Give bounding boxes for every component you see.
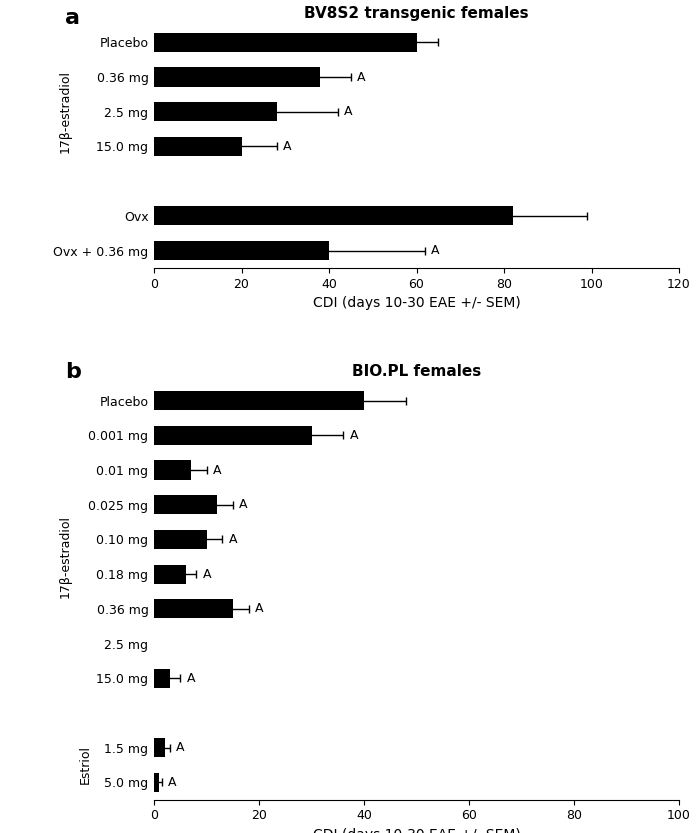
Bar (154, 495, 217, 514)
Bar (154, 207, 512, 226)
Text: A: A (340, 105, 352, 118)
Text: A: A (346, 429, 358, 441)
Bar (154, 738, 164, 757)
Text: Estriol: Estriol (79, 746, 92, 785)
Bar (154, 565, 186, 584)
X-axis label: CDI (days 10-30 EAE +/- SEM): CDI (days 10-30 EAE +/- SEM) (313, 828, 520, 833)
Bar (154, 67, 321, 87)
Text: A: A (164, 776, 177, 789)
Text: A: A (428, 244, 440, 257)
Text: A: A (172, 741, 185, 754)
Text: 17β-estradiol: 17β-estradiol (58, 70, 71, 153)
Bar (154, 461, 190, 480)
Bar (154, 32, 416, 52)
Text: A: A (235, 498, 248, 511)
Text: A: A (353, 71, 365, 83)
Bar (154, 137, 242, 156)
Text: A: A (209, 463, 222, 476)
Text: A: A (199, 567, 211, 581)
Text: b: b (64, 362, 81, 382)
Bar (154, 773, 160, 792)
Text: a: a (64, 8, 80, 28)
Text: A: A (183, 671, 195, 685)
Bar (154, 241, 329, 260)
Text: A: A (251, 602, 264, 616)
Bar (154, 669, 169, 688)
Bar (154, 530, 206, 549)
Title: BV8S2 transgenic females: BV8S2 transgenic females (304, 6, 528, 21)
Bar (154, 599, 232, 618)
Bar (154, 426, 312, 445)
Bar (154, 391, 364, 410)
Text: A: A (279, 140, 291, 153)
Text: 17β-estradiol: 17β-estradiol (58, 516, 71, 598)
Title: BIO.PL females: BIO.PL females (352, 364, 481, 379)
X-axis label: CDI (days 10-30 EAE +/- SEM): CDI (days 10-30 EAE +/- SEM) (313, 297, 520, 310)
Text: A: A (225, 533, 237, 546)
Bar (154, 102, 276, 122)
